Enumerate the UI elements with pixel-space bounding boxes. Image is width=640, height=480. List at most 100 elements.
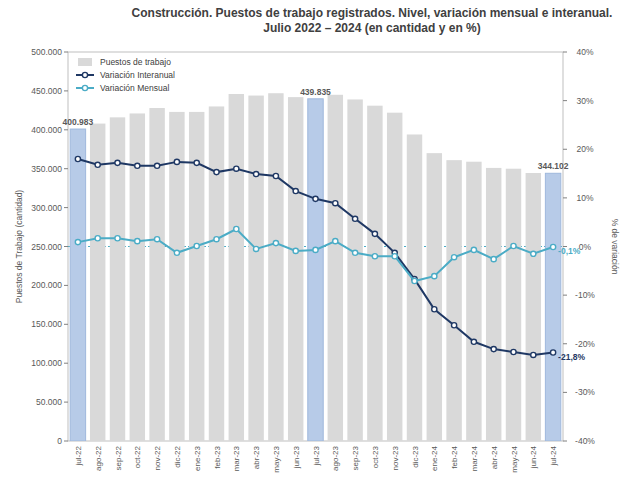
y-tick: [64, 402, 68, 403]
y2-tick-label: 20%: [576, 144, 593, 154]
marker: [75, 156, 80, 161]
marker: [353, 216, 358, 221]
y-tick: [64, 363, 68, 364]
background: [0, 0, 640, 480]
marker: [432, 274, 437, 279]
y2-tick: [563, 392, 567, 393]
y-tick-label: 250.000: [31, 242, 62, 252]
y-axis-label: Puestos de Trabajo (cantidad): [14, 190, 24, 304]
y2-tick-label: -30%: [575, 387, 595, 397]
bar: [268, 93, 283, 441]
marker: [511, 349, 516, 354]
marker: [135, 239, 140, 244]
x-tick-label: jun-23: [292, 445, 301, 469]
marker: [174, 159, 179, 164]
y-tick: [64, 168, 68, 169]
marker: [214, 237, 219, 242]
marker: [333, 201, 338, 206]
y-tick-label: 300.000: [31, 203, 62, 213]
bar: [486, 168, 501, 441]
data-label: 344.102: [538, 161, 569, 171]
bar: [90, 124, 105, 441]
y-tick-label: 200.000: [31, 280, 62, 290]
marker: [471, 339, 476, 344]
bar: [427, 153, 442, 441]
data-label: 400.983: [63, 117, 94, 127]
bar: [466, 162, 481, 441]
marker: [135, 163, 140, 168]
bar: [526, 173, 541, 441]
y-tick: [64, 441, 68, 442]
y-tick-label: 500.000: [31, 47, 62, 57]
marker: [95, 236, 100, 241]
x-tick-label: dic-23: [411, 445, 420, 467]
y2-tick-label: -20%: [575, 339, 595, 349]
x-tick-label: mar-24: [470, 445, 479, 471]
bar: [506, 169, 521, 441]
marker: [293, 248, 298, 253]
legend-marker: [82, 85, 87, 90]
x-tick-label: jul-24: [549, 445, 558, 466]
y-tick: [64, 324, 68, 325]
y2-tick: [563, 441, 567, 442]
x-tick-label: mar-23: [232, 445, 241, 471]
plot-frame: [68, 52, 563, 441]
bar: [229, 94, 244, 441]
marker: [491, 346, 496, 351]
labels: 400.983439.835344.102-21,8%-0,1%: [63, 87, 586, 362]
y-tick-label: 150.000: [31, 319, 62, 329]
y-tick: [64, 129, 68, 130]
x-tick-label: dic-22: [173, 445, 182, 467]
marker: [75, 240, 80, 245]
x-tick-label: ago-23: [331, 445, 340, 470]
bar: [130, 113, 145, 441]
data-label: 439.835: [300, 87, 331, 97]
x-tick-label: ene-24: [430, 445, 439, 470]
y2-tick: [563, 52, 567, 53]
x-tick-label: jul-23: [312, 445, 321, 466]
marker: [392, 254, 397, 259]
x-tick-label: feb-24: [450, 445, 459, 468]
marker: [471, 247, 476, 252]
marker: [273, 173, 278, 178]
bar: [110, 117, 125, 441]
y2-tick-label: -40%: [575, 436, 595, 446]
marker: [234, 166, 239, 171]
legend: Puestos de trabajoVariación InteranualVa…: [76, 57, 175, 93]
x-tick-label: abr-24: [490, 445, 499, 469]
marker: [511, 243, 516, 248]
marker: [174, 250, 179, 255]
y-tick-label: 450.000: [31, 86, 62, 96]
bar: [446, 160, 461, 441]
x-tick-label: sep-23: [351, 445, 360, 470]
data-label: -0,1%: [558, 246, 581, 256]
bar: [288, 97, 303, 441]
y2-tick: [563, 343, 567, 344]
x-tick-label: oct-22: [133, 445, 142, 468]
y-tick: [64, 246, 68, 247]
bar: [367, 106, 382, 441]
bar: [347, 99, 362, 441]
marker: [452, 323, 457, 328]
y-tick-label: 100.000: [31, 358, 62, 368]
marker: [531, 352, 536, 357]
y2-tick-label: 0%: [579, 242, 592, 252]
x-tick-label: ene-23: [193, 445, 202, 470]
y-tick: [64, 52, 68, 53]
marker: [115, 236, 120, 241]
legend-marker: [82, 72, 87, 77]
bar: [308, 99, 323, 441]
y-tick-label: 0: [57, 436, 62, 446]
marker: [452, 255, 457, 260]
x-tick-label: nov-23: [391, 445, 400, 470]
marks: [68, 93, 563, 441]
marker: [491, 257, 496, 262]
bar: [387, 113, 402, 441]
y2-tick-label: 40%: [576, 47, 593, 57]
bar: [209, 106, 224, 441]
chart-svg: Construcción. Puestos de trabajo registr…: [0, 0, 640, 480]
legend-label: Puestos de trabajo: [100, 57, 171, 67]
marker: [412, 278, 417, 283]
y-tick-label: 50.000: [36, 397, 62, 407]
marker: [214, 170, 219, 175]
